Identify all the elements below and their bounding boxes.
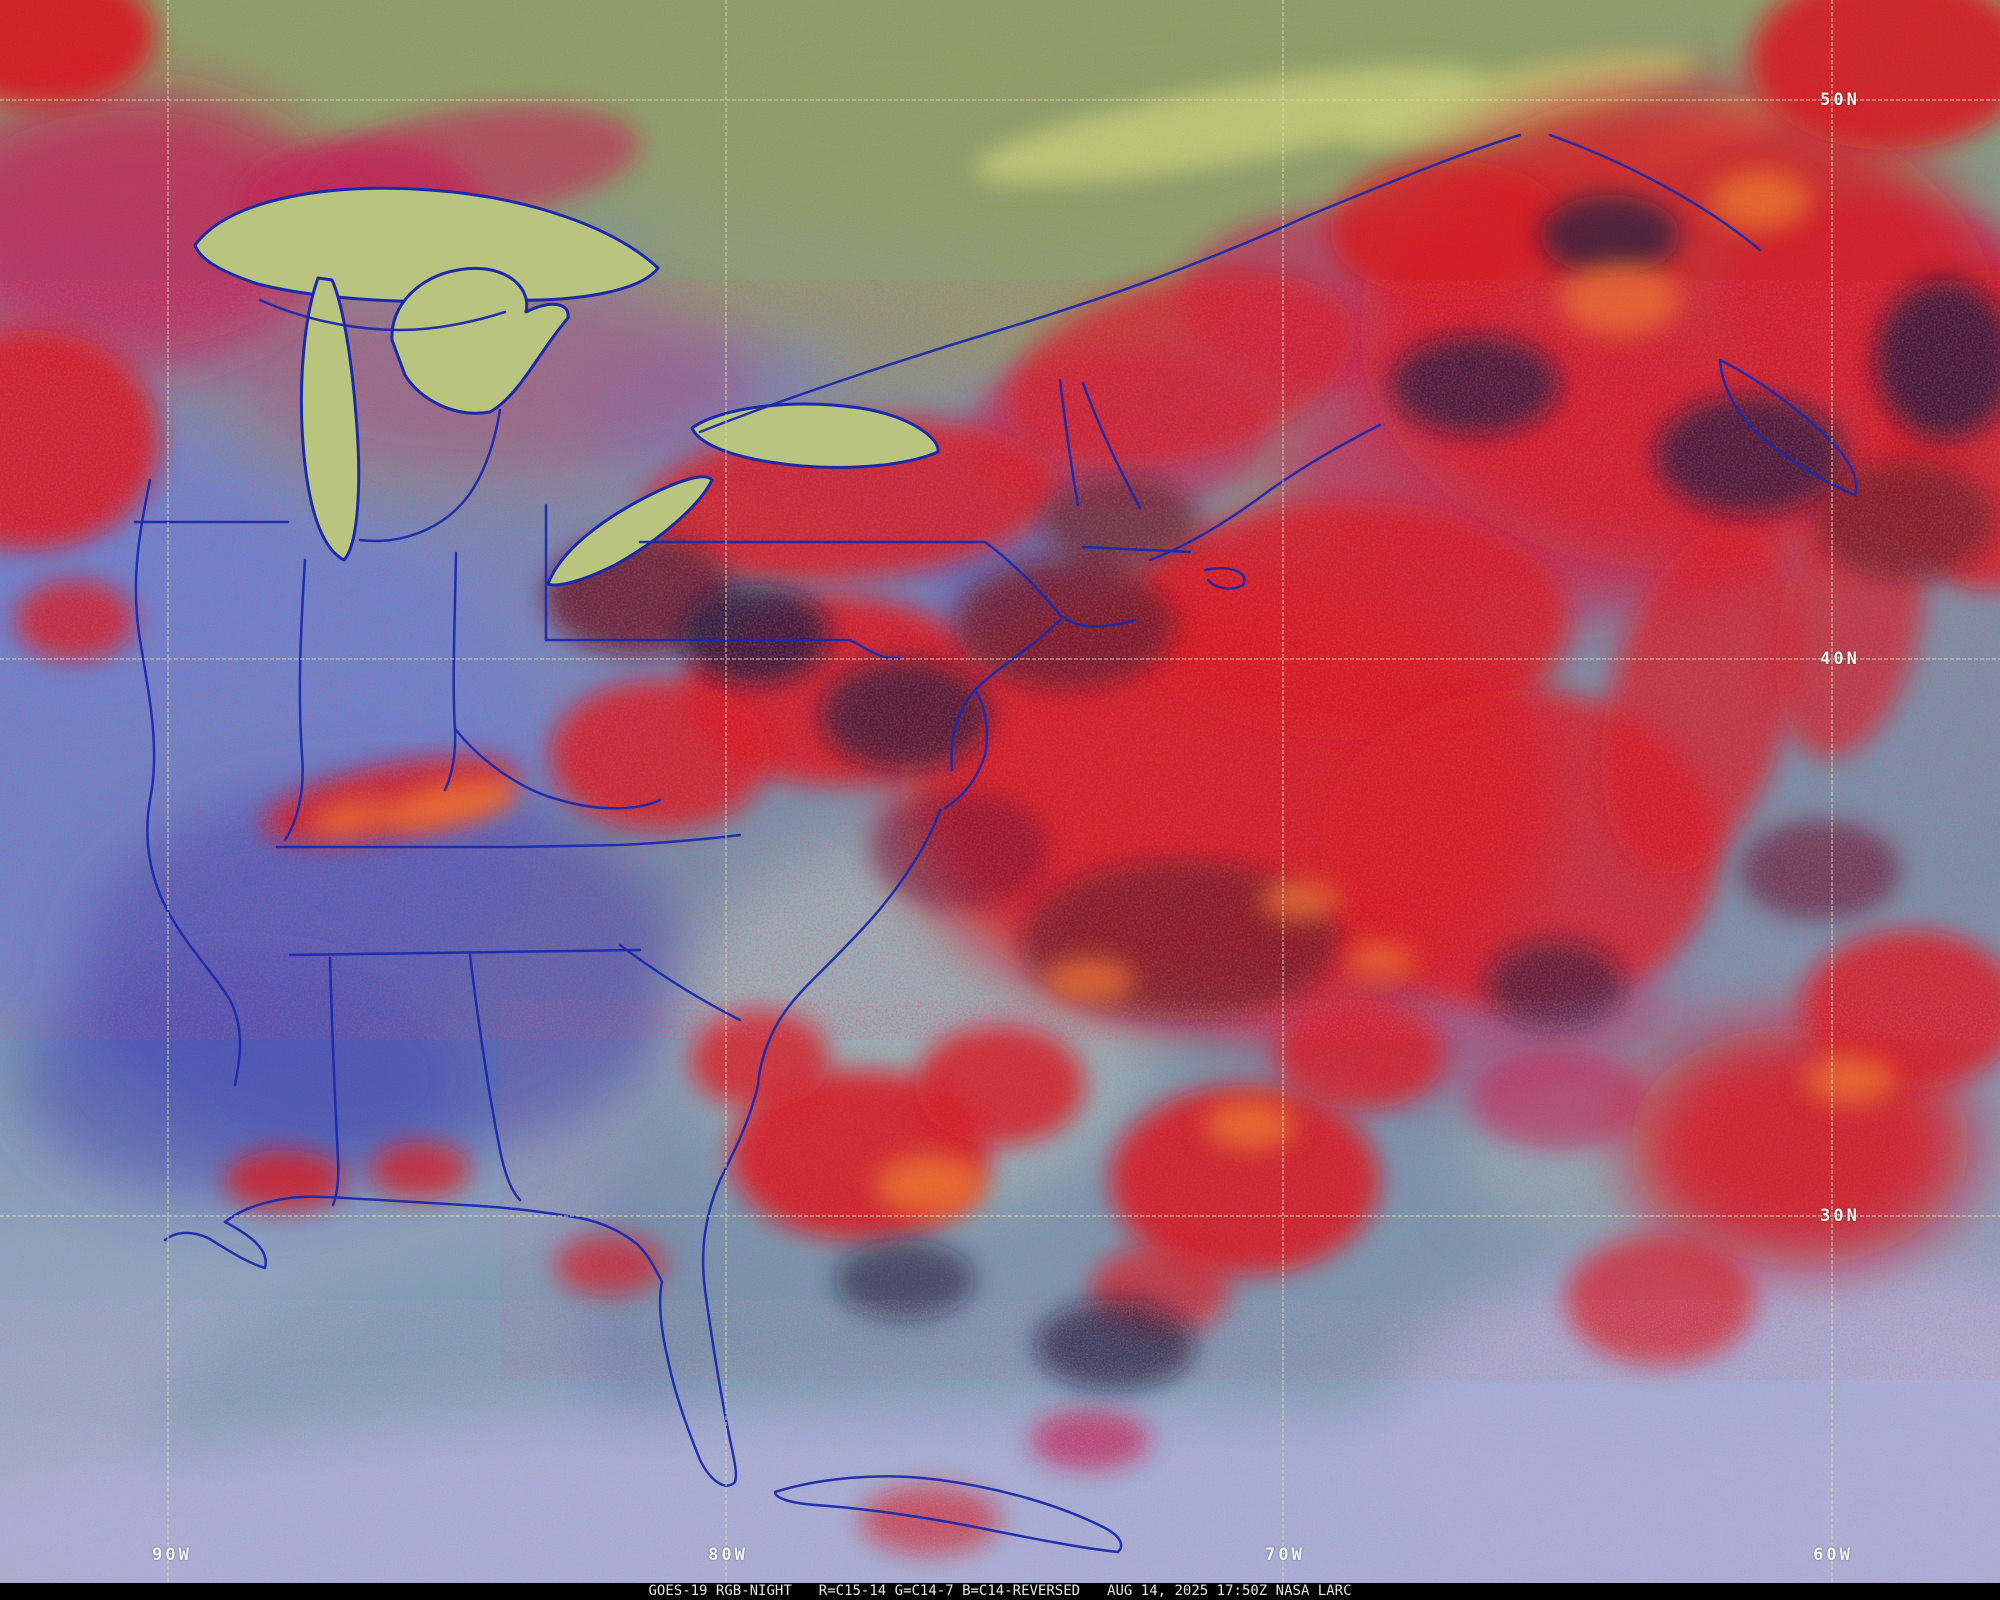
michigan-mitt [258, 298, 507, 543]
ky-tn-border [275, 833, 742, 849]
map-borders [133, 133, 1858, 1554]
east-coast [701, 618, 1062, 1292]
nova-scotia [1718, 358, 1858, 497]
canada-border [698, 133, 1522, 434]
ga-sc-border [618, 943, 742, 1022]
timestamp-credit: AUG 14, 2025 17:50Z NASA LARC [1107, 1583, 1352, 1599]
gulf-coast-west [163, 1220, 268, 1270]
lake-michigan [299, 276, 361, 562]
great-lakes [193, 186, 940, 587]
al-ga-border [468, 953, 522, 1202]
status-bar: GOES-19 RGB-NIGHT R=C15-14 G=C14-7 B=C14… [0, 1583, 2000, 1600]
gulf-stlawrence [1548, 133, 1762, 252]
indiana-ohio-border [443, 551, 458, 792]
ms-al-border [328, 956, 340, 1207]
lake-huron [390, 266, 570, 415]
mason-dixon-line [544, 638, 902, 660]
illinois-indiana-border [283, 558, 307, 842]
product-name: GOES-19 RGB-NIGHT [648, 1583, 792, 1599]
ohio-river [454, 728, 662, 810]
channel-recipe: R=C15-14 G=C14-7 B=C14-REVERSED [818, 1583, 1081, 1599]
lake-superior [193, 186, 660, 304]
cape-cod [1203, 567, 1246, 590]
cuba-outline [773, 1475, 1123, 1554]
florida-outline [223, 1195, 738, 1487]
tn-south-border [288, 948, 642, 957]
lake-erie [546, 475, 714, 587]
maine-coast [1148, 423, 1382, 562]
mississippi-river [134, 478, 242, 1087]
ny-pa-border [638, 540, 1137, 628]
lake-ontario [690, 402, 940, 469]
